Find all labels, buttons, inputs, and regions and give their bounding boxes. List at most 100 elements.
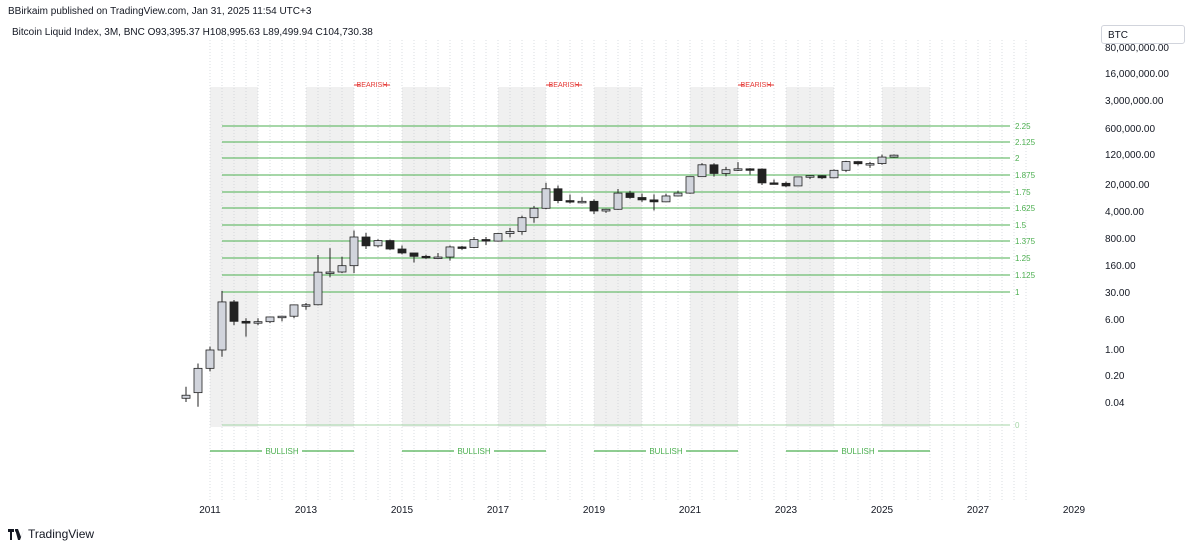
x-tick-label: 2011 (199, 505, 221, 516)
candle-body (445, 246, 455, 258)
candle-body (709, 164, 719, 174)
candle-body (829, 169, 839, 179)
candle-body (265, 316, 275, 323)
candle-body (541, 188, 551, 209)
candle-body (361, 236, 371, 247)
candle-body (865, 163, 875, 166)
candle-body (769, 182, 779, 185)
candle-body (397, 248, 407, 254)
tradingview-logo-text: TradingView (28, 527, 95, 541)
candle-body (577, 200, 587, 204)
y-tick-label: 6.00 (1105, 315, 1125, 326)
candle-body (553, 188, 563, 201)
candle-body (433, 256, 443, 259)
candle-body (841, 161, 851, 171)
candle-body (589, 200, 599, 212)
y-tick-label: 0.04 (1105, 398, 1125, 409)
tradingview-logo[interactable]: TradingView (8, 527, 94, 541)
fib-level-label: 1.125 (1015, 271, 1036, 280)
ohlc-legend: Bitcoin Liquid Index, 3M, BNC O93,395.37… (12, 27, 373, 38)
candle-body (193, 367, 203, 394)
x-tick-label: 2015 (391, 505, 414, 516)
candle-body (289, 304, 299, 317)
candle-body (745, 168, 755, 171)
candle-body (805, 175, 815, 178)
x-tick-label: 2021 (679, 505, 702, 516)
candle-body (601, 208, 611, 212)
candle-body (637, 197, 647, 201)
fib-level-label: 1.375 (1015, 237, 1036, 246)
candle-body (673, 192, 683, 197)
candle-body (757, 168, 767, 184)
x-tick-label: 2029 (1063, 505, 1086, 516)
candle-body (241, 320, 251, 324)
bearish-label: BEARISH (549, 82, 580, 89)
candle-body (889, 154, 899, 158)
candle-body (205, 349, 215, 369)
candle-body (373, 240, 383, 247)
x-tick-label: 2023 (775, 505, 798, 516)
y-tick-label: 0.20 (1105, 371, 1125, 382)
fib-level-label: 1 (1015, 288, 1020, 297)
x-tick-label: 2025 (871, 505, 894, 516)
candle-body (337, 265, 347, 273)
candle-body (253, 321, 263, 324)
candle-body (217, 301, 227, 351)
candle-body (565, 200, 575, 203)
candle-body (517, 217, 527, 232)
candle-body (529, 207, 539, 219)
candle-body (277, 315, 287, 319)
ticker-symbol-box[interactable]: BTC (1101, 25, 1185, 44)
fib-level-label: 2.25 (1015, 122, 1031, 131)
fib-level-label: 2 (1015, 154, 1020, 163)
candle-body (733, 168, 743, 171)
y-tick-label: 80,000,000.00 (1105, 43, 1169, 54)
fib-level-label: 1.875 (1015, 171, 1036, 180)
publisher-line: BBirkaim published on TradingView.com, J… (8, 6, 312, 17)
y-tick-label: 20,000.00 (1105, 180, 1150, 191)
bullish-label: BULLISH (649, 447, 683, 456)
candle-body (481, 239, 491, 242)
candle-body (349, 236, 359, 267)
candle-body (421, 255, 431, 259)
x-tick-label: 2013 (295, 505, 318, 516)
tradingview-logo-icon (8, 528, 24, 540)
y-tick-label: 3,000,000.00 (1105, 96, 1164, 107)
fib-level-label: 1.75 (1015, 188, 1031, 197)
bullish-label: BULLISH (265, 447, 299, 456)
x-tick-label: 2019 (583, 505, 606, 516)
bearish-label: BEARISH (357, 82, 388, 89)
candle-body (685, 176, 695, 194)
candle-body (385, 240, 395, 250)
candle-body (613, 192, 623, 210)
y-tick-label: 30.00 (1105, 288, 1130, 299)
candle-body (649, 199, 659, 203)
y-tick-label: 1.00 (1105, 345, 1125, 356)
y-tick-label: 4,000.00 (1105, 207, 1144, 218)
candle-body (181, 394, 191, 399)
y-tick-label: 600,000.00 (1105, 124, 1155, 135)
chart-canvas[interactable]: 2.25 2.125 2 1.875 1.75 1.625 1.5 1.375 1.25 1.12… (0, 0, 1200, 520)
candle-body (721, 169, 731, 174)
y-tick-label: 800.00 (1105, 234, 1136, 245)
candle-body (325, 271, 335, 274)
candle-body (457, 246, 467, 249)
fib-level-label: 2.125 (1015, 138, 1036, 147)
candle-body (781, 182, 791, 187)
candle-body (697, 164, 707, 178)
y-tick-label: 120,000.00 (1105, 150, 1155, 161)
candle-body (661, 195, 671, 203)
fib-level-label: 1.5 (1015, 221, 1027, 230)
x-tick-label: 2017 (487, 505, 510, 516)
fib-level-label: 1.25 (1015, 254, 1031, 263)
candle-body (409, 252, 419, 257)
candle-body (493, 233, 503, 242)
x-tick-label: 2027 (967, 505, 990, 516)
candle-body (877, 156, 887, 164)
candle-body (817, 175, 827, 179)
fib-level-label: 0 (1015, 421, 1020, 430)
candle-body (313, 271, 323, 306)
y-tick-label: 160.00 (1105, 261, 1136, 272)
fib-level-label: 1.625 (1015, 204, 1036, 213)
bearish-label: BEARISH (741, 82, 772, 89)
